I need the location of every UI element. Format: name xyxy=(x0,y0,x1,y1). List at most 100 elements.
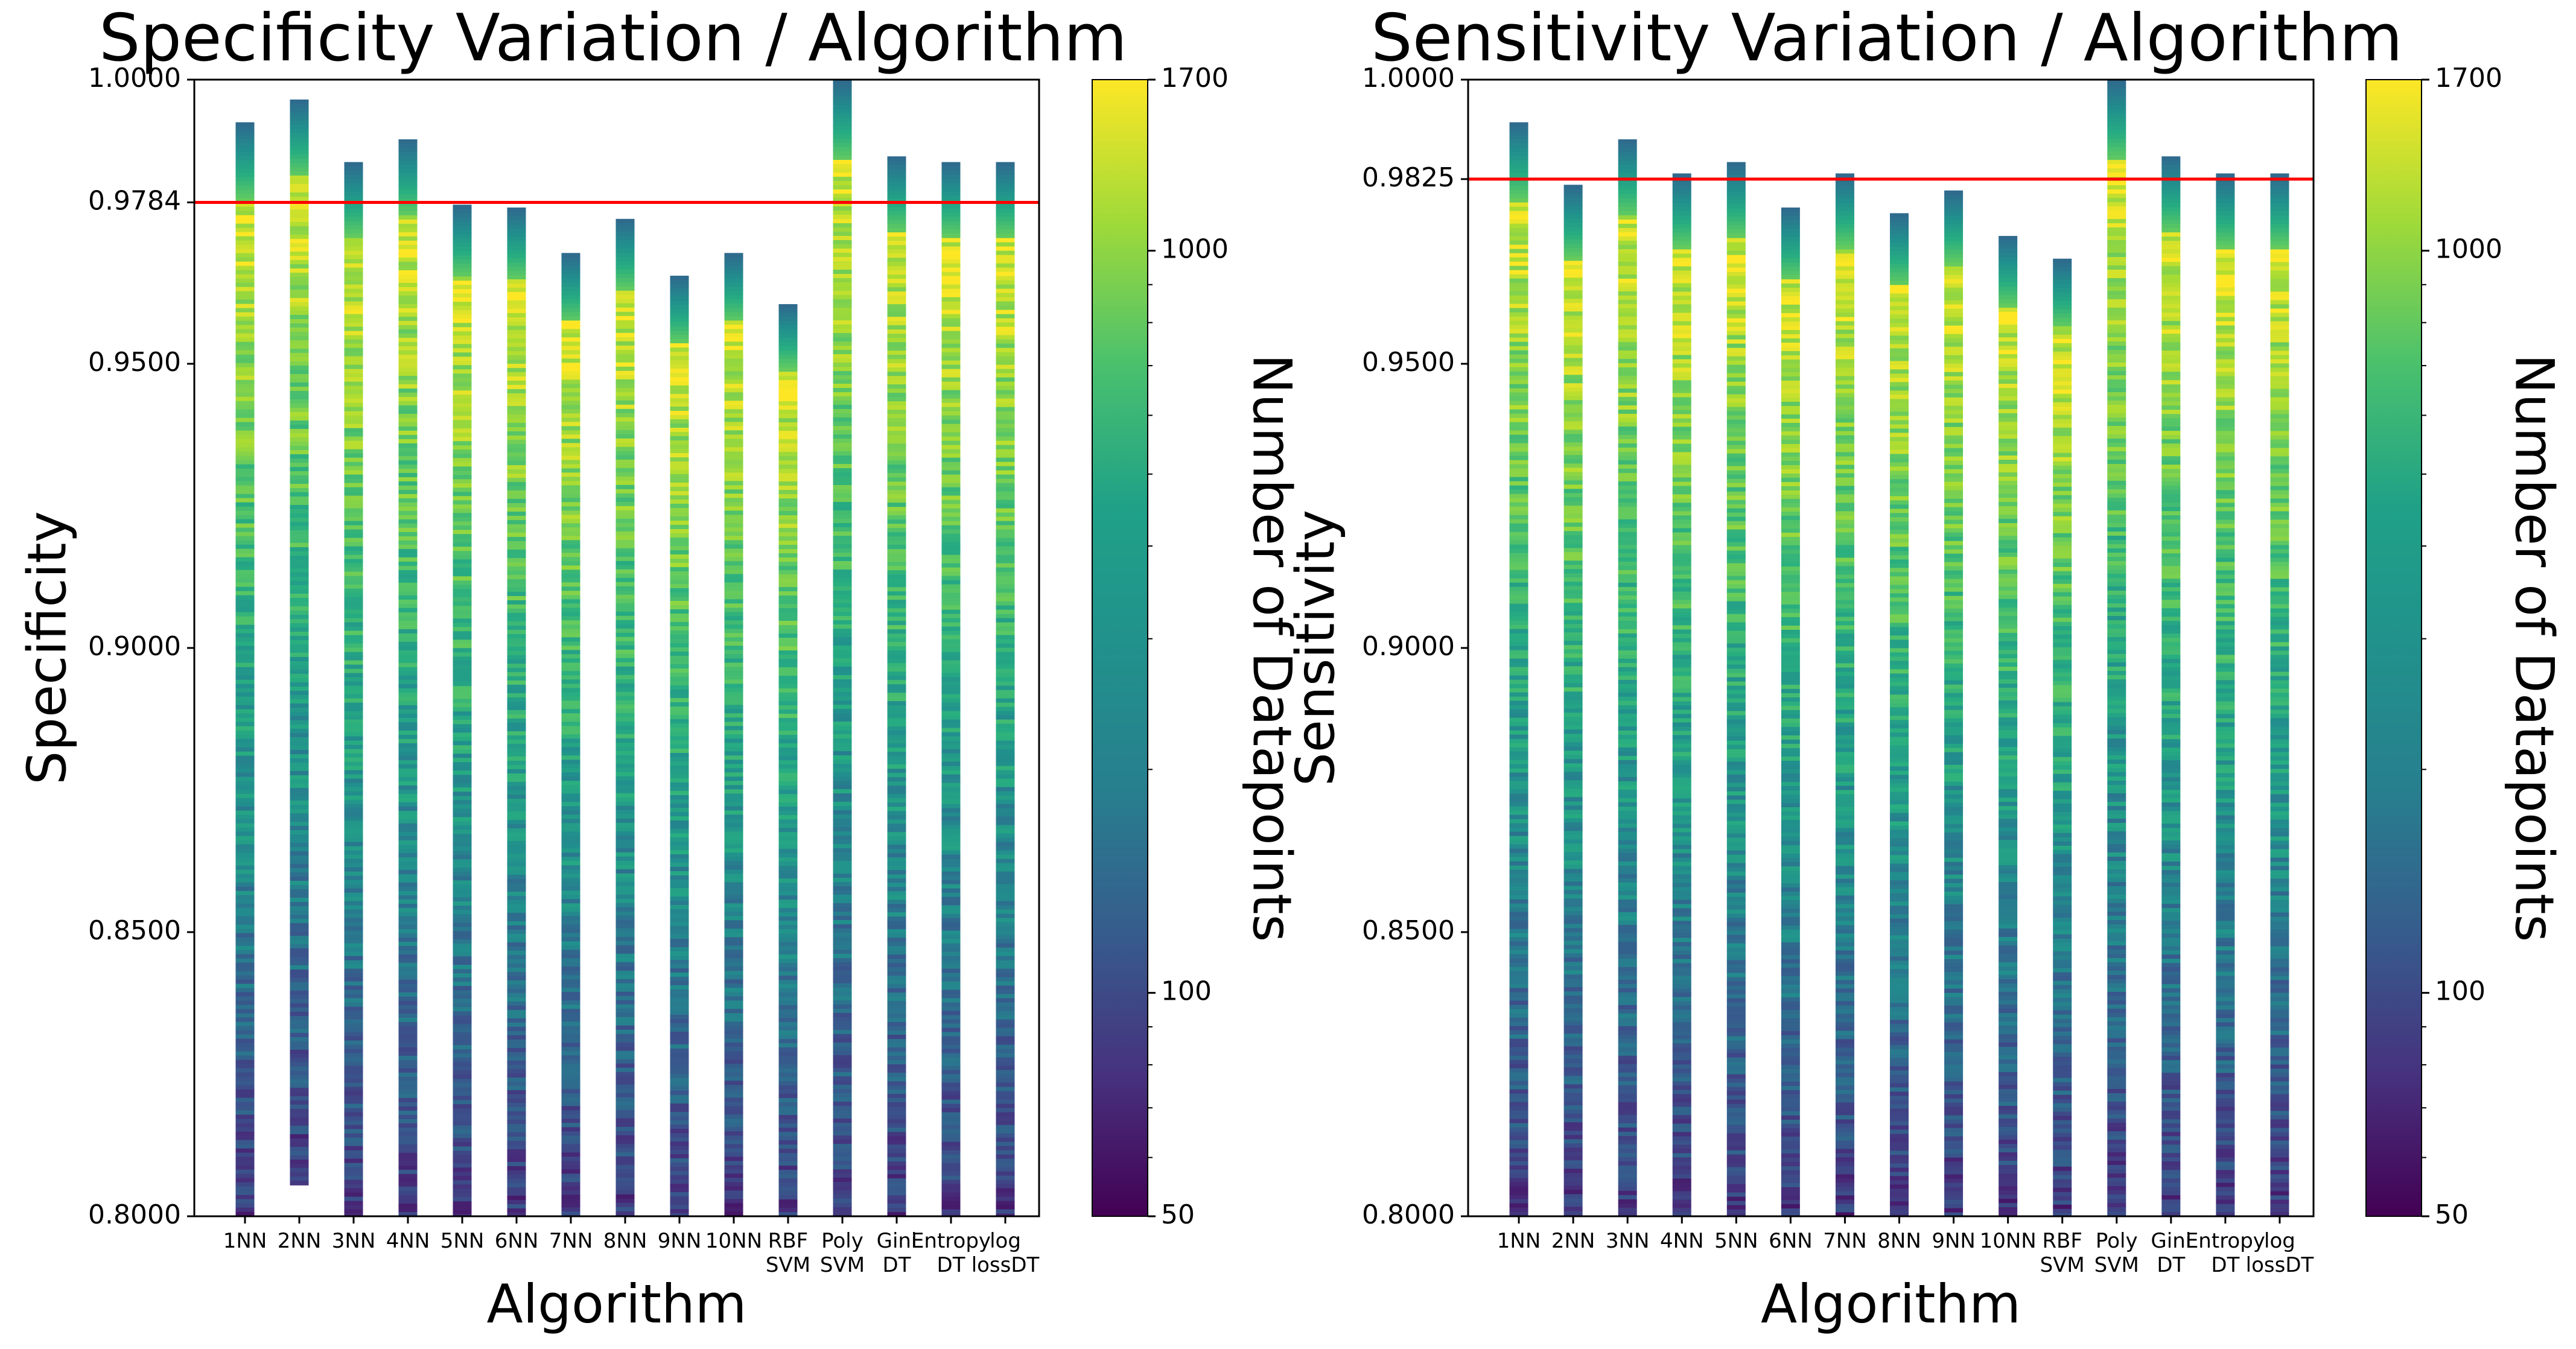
bar-segment xyxy=(561,1106,580,1111)
bar-segment xyxy=(290,690,309,696)
bar-segment xyxy=(1672,410,1691,415)
bar-segment xyxy=(561,684,580,688)
bar-segment xyxy=(1726,884,1746,889)
bar-segment xyxy=(398,443,418,448)
bar-segment xyxy=(615,949,635,954)
bar-segment xyxy=(1509,379,1528,385)
bar-segment xyxy=(996,698,1015,703)
bar-segment xyxy=(1563,1017,1583,1021)
bar-segment xyxy=(1509,844,1528,849)
bar-segment xyxy=(941,652,961,657)
bar-segment xyxy=(507,878,526,884)
bar-segment xyxy=(778,1056,798,1061)
bar-segment xyxy=(778,650,798,655)
bar-segment xyxy=(1726,377,1746,382)
bar-segment xyxy=(235,219,255,224)
bar-segment xyxy=(1509,274,1528,279)
bar-segment xyxy=(724,553,743,557)
bar-segment xyxy=(833,1195,852,1199)
bar-segment xyxy=(887,574,906,579)
bar-segment xyxy=(235,772,255,778)
bar-segment xyxy=(941,673,961,678)
bar-segment xyxy=(1672,1022,1691,1027)
bar-segment xyxy=(996,846,1015,851)
bar-segment xyxy=(778,1111,798,1116)
bar-segment xyxy=(724,363,743,367)
bar-segment xyxy=(344,356,363,361)
bar-segment xyxy=(996,1040,1015,1046)
bar-segment xyxy=(615,227,635,232)
bar-segment xyxy=(344,770,363,775)
bar-segment xyxy=(941,715,961,720)
bar-segment xyxy=(1618,1140,1637,1145)
bar-8nn xyxy=(615,218,635,1217)
bar-segment xyxy=(670,740,689,745)
bar-segment xyxy=(1563,763,1583,768)
bar-segment xyxy=(561,1047,580,1052)
bar-segment xyxy=(670,1183,689,1189)
bar-segment xyxy=(344,892,363,898)
bar-segment xyxy=(1563,789,1583,793)
bar-segment xyxy=(670,431,689,437)
bar-segment xyxy=(887,266,906,271)
bar-segment xyxy=(453,213,472,218)
bar-segment xyxy=(1672,916,1691,922)
bar-segment xyxy=(1563,687,1583,692)
bar-segment xyxy=(1509,434,1528,440)
bar-segment xyxy=(778,625,798,630)
bar-segment xyxy=(778,511,798,516)
bar-segment xyxy=(724,527,743,532)
bar-segment xyxy=(1672,236,1691,242)
bar-segment xyxy=(561,468,580,473)
bar-segment xyxy=(724,679,743,684)
bar-segment xyxy=(670,803,689,808)
bar-segment xyxy=(1563,924,1583,928)
bar-segment xyxy=(561,760,580,764)
bar-segment xyxy=(344,1095,363,1100)
bar-segment xyxy=(1672,182,1691,187)
bar-segment xyxy=(561,1152,580,1157)
bar-segment xyxy=(670,469,689,475)
bar-segment xyxy=(887,439,906,444)
bar-segment xyxy=(1563,1164,1583,1169)
bar-segment xyxy=(1563,1156,1583,1161)
x-tick-label: log xyxy=(990,1229,1021,1253)
bar-segment xyxy=(1563,957,1583,962)
bar-segment xyxy=(1618,646,1637,651)
bar-segment xyxy=(398,211,418,216)
bar-segment xyxy=(724,578,743,583)
bar-segment xyxy=(235,143,255,148)
bar-segment xyxy=(290,728,309,734)
bar-segment xyxy=(615,425,635,431)
bar-segment xyxy=(887,853,906,858)
bar-segment xyxy=(290,509,309,514)
bar-segment xyxy=(344,1163,363,1168)
bar-segment xyxy=(1618,814,1637,820)
bar-segment xyxy=(941,162,961,167)
bar-segment xyxy=(398,1199,418,1204)
bar-segment xyxy=(670,883,689,889)
bar-segment xyxy=(344,529,363,535)
bar-segment xyxy=(887,241,906,246)
bar-segment xyxy=(670,731,689,737)
bar-segment xyxy=(1672,676,1691,681)
bar-segment xyxy=(670,626,689,631)
bar-segment xyxy=(344,1158,363,1164)
bar-segment xyxy=(670,921,689,927)
bar-segment xyxy=(941,495,961,501)
bar-segment xyxy=(724,329,743,334)
bar-segment xyxy=(290,466,309,472)
bar-segment xyxy=(1726,1078,1746,1084)
bar-segment xyxy=(996,859,1015,864)
bar-segment xyxy=(1618,375,1637,381)
bar-segment xyxy=(778,317,798,322)
bar-segment xyxy=(507,579,526,584)
bar-segment xyxy=(996,757,1015,763)
bar-segment xyxy=(1618,1030,1637,1035)
bar-segment xyxy=(398,350,418,355)
bar-segment xyxy=(996,626,1015,632)
bar-segment xyxy=(1563,818,1583,823)
bar-segment xyxy=(453,914,472,919)
bar-segment xyxy=(778,638,798,643)
bar-segment xyxy=(1563,679,1583,684)
